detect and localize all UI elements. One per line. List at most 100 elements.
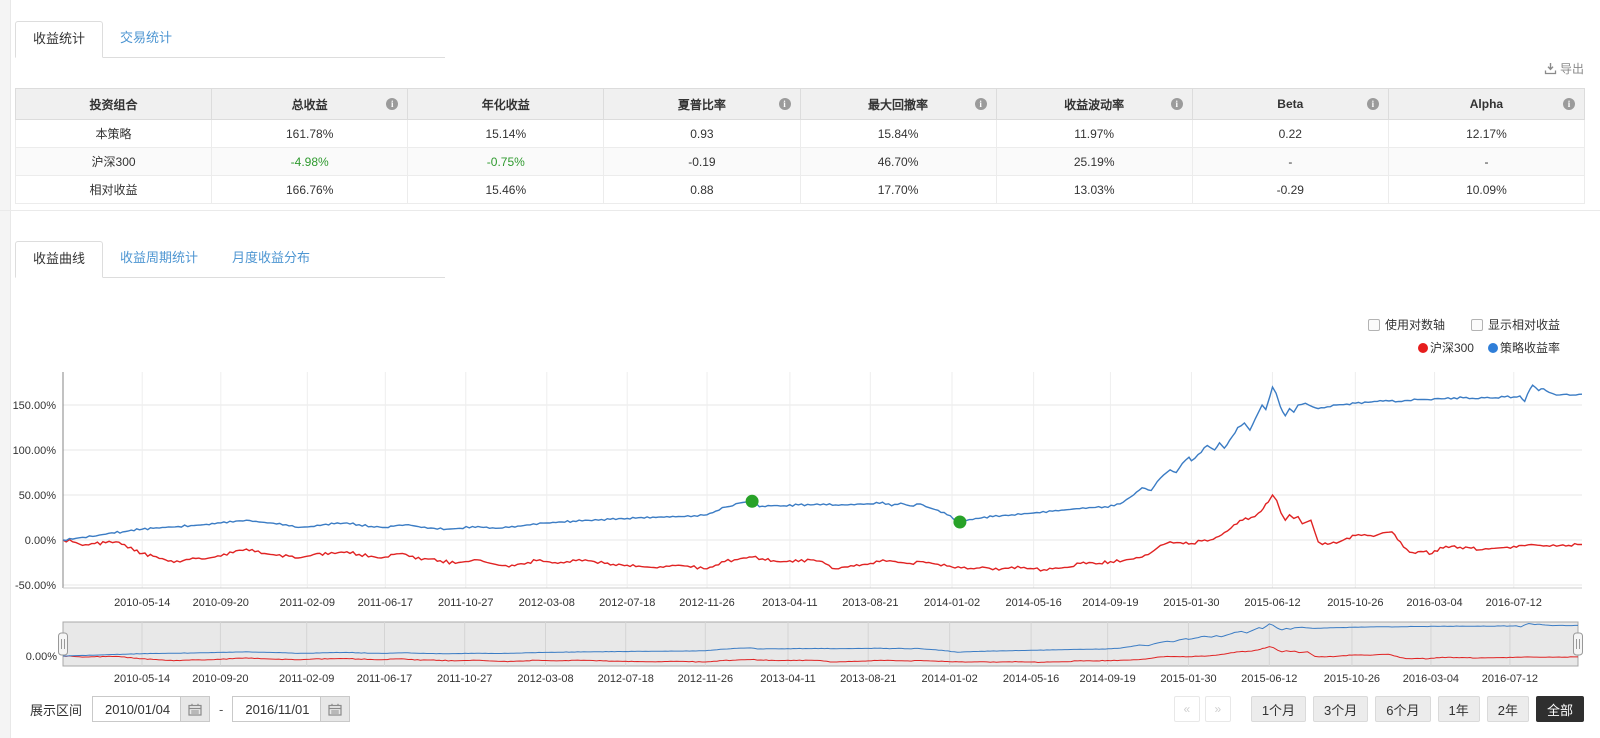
column-header-label: 年化收益 [481,97,530,112]
checkbox-label: 使用对数轴 [1384,318,1445,332]
navigator-tick-label: 2015-06-12 [1241,673,1297,685]
column-header: Alpha i [1387,88,1586,120]
navigator-handle-right[interactable] [1573,632,1583,656]
info-icon[interactable]: i [1366,98,1379,110]
date-range-controls: 展示区间 - [30,696,351,722]
navigator-tick-label: 2014-01-02 [921,673,977,685]
trade-marker-icon[interactable] [745,494,759,508]
column-header-label: 夏普比率 [677,97,726,112]
table-cell: 10.09% [1387,175,1586,204]
legend-item-hs300[interactable]: 沪深300 [1417,339,1474,356]
export-button[interactable]: 导出 [1544,60,1584,77]
checkbox-relative-returns[interactable]: 显示相对收益 [1470,316,1560,333]
navigator-series-hs300 [62,646,1578,664]
tab-monthly-returns-distribution[interactable]: 月度收益分布 [232,250,311,265]
y-axis-tick-label: -50.00% [15,580,56,592]
date-from-input[interactable] [92,696,181,722]
info-icon[interactable]: i [386,98,399,110]
chart-tabbar: 收益曲线 收益周期统计 月度收益分布 [15,240,445,278]
range-3m-button[interactable]: 3个月 [1313,696,1369,722]
tab-returns-period-stats[interactable]: 收益周期统计 [120,250,199,265]
y-axis-tick-label: 100.00% [13,445,57,457]
trade-marker-icon[interactable] [953,515,967,529]
column-header: 总收益 i [211,88,409,120]
navigator-tick-label: 2011-06-17 [357,673,412,685]
export-label: 导出 [1559,62,1584,76]
date-from-calendar-button[interactable] [180,696,211,722]
range-all-button[interactable]: 全部 [1535,696,1584,722]
table-row-strategy: 本策略 161.78% 15.14% 0.93 15.84% 11.97% 0.22 12.1… [14,119,1586,148]
table-cell: -0.19 [603,147,801,176]
table-row-relative: 相对收益 166.76% 15.46% 0.88 17.70% 13.03% -0.29 10… [14,175,1586,204]
column-header-label: Alpha [1469,97,1504,111]
range-buttons: «» 1个月 3个月 6个月 1年 2年 全部 [1173,696,1584,722]
navigator-chart[interactable]: 0.00% 2010-05-14 2010-09-20 2011-02-09 2011-… [0,612,1600,690]
legend-item-strategy-returns[interactable]: 策略收益率 [1487,339,1560,356]
x-axis-tick-label: 2015-06-12 [1244,597,1300,609]
x-axis-tick-label: 2011-02-09 [280,597,335,609]
calendar-icon [188,703,202,716]
stats-header-row: 投资组合 总收益 i 年化收益 夏普比率 i 最大回撤率 i 收益波动率 i Beta i Alpha i [14,88,1586,120]
series-line-strategy[interactable] [62,384,1583,542]
info-icon[interactable]: i [1563,98,1575,110]
table-cell: -0.75% [407,147,605,176]
navigator-tick-label: 2014-05-16 [1003,673,1059,685]
column-header: 夏普比率 i [603,88,801,120]
main-returns-chart[interactable]: 150.00% 100.00% 50.00% 0.00% -50.00% 2010-05-… [0,360,1600,616]
range-1m-button[interactable]: 1个月 [1250,696,1307,722]
x-axis-tick-label: 2011-06-17 [358,597,413,609]
table-cell: -0.29 [1191,175,1389,204]
navigator-tick-label: 2013-08-21 [840,673,896,685]
table-cell: 相对收益 [14,175,213,204]
table-cell: 13.03% [995,175,1193,204]
calendar-icon [328,703,342,716]
range-6m-button[interactable]: 6个月 [1375,696,1431,722]
table-cell: - [1387,147,1586,176]
info-icon[interactable]: i [974,98,987,110]
navigator-tick-label: 2012-11-26 [678,673,733,685]
y-axis-tick-label: 50.00% [19,490,57,502]
date-to-input[interactable] [232,696,321,722]
y-axis-tick-label: 0.00% [25,535,56,547]
checkbox-log-axis[interactable]: 使用对数轴 [1367,316,1445,333]
series-line-hs300[interactable] [62,493,1582,572]
navigator-tick-label: 2010-09-20 [192,673,248,685]
tab-returns-stats[interactable]: 收益统计 [15,21,104,58]
info-icon[interactable]: i [1170,98,1183,110]
footer-bar: 展示区间 - [30,695,1584,723]
tab-returns-curve[interactable]: 收益曲线 [15,241,104,278]
table-cell: 11.97% [995,119,1193,148]
stats-table-head: 投资组合 总收益 i 年化收益 夏普比率 i 最大回撤率 i 收益波动率 i Beta i Alpha i [14,88,1586,120]
table-cell: 15.84% [799,119,997,148]
range-1y-button[interactable]: 1年 [1437,696,1480,722]
tab-trade-stats[interactable]: 交易统计 [120,30,173,45]
checkbox-box[interactable] [1367,318,1380,331]
column-header-label: 投资组合 [89,97,138,112]
navigator-tick-label: 2014-09-19 [1079,673,1135,685]
table-cell: 17.70% [799,175,997,204]
navigator-tick-label: 2011-02-09 [279,673,334,685]
scroll-next-button[interactable]: » [1204,696,1231,722]
legend-marker-icon [1487,342,1498,353]
navigator-zero-label: 0.00% [26,651,57,663]
date-to-group [232,696,351,722]
checkbox-label: 显示相对收益 [1487,318,1560,332]
x-axis-tick-label: 2014-05-16 [1005,597,1061,609]
navigator-tick-label: 2012-07-18 [598,673,654,685]
scroll-buttons: «» [1173,696,1236,722]
table-cell: 166.76% [211,175,409,204]
table-row-hs300: 沪深300 -4.98% -0.75% -0.19 46.70% 25.19% - - [14,147,1586,176]
date-to-calendar-button[interactable] [320,696,351,722]
checkbox-box[interactable] [1470,318,1483,331]
info-icon[interactable]: i [778,98,791,110]
table-cell: 46.70% [799,147,997,176]
table-cell: 25.19% [995,147,1193,176]
x-axis-tick-label: 2014-01-02 [924,597,980,609]
range-2y-button[interactable]: 2年 [1486,696,1529,722]
navigator-tick-label: 2013-04-11 [760,673,815,685]
column-header: 投资组合 [14,88,213,120]
navigator-handle-left[interactable] [58,632,68,656]
scroll-prev-button[interactable]: « [1173,696,1200,722]
table-cell: 0.93 [603,119,801,148]
column-header: 年化收益 [407,88,605,120]
